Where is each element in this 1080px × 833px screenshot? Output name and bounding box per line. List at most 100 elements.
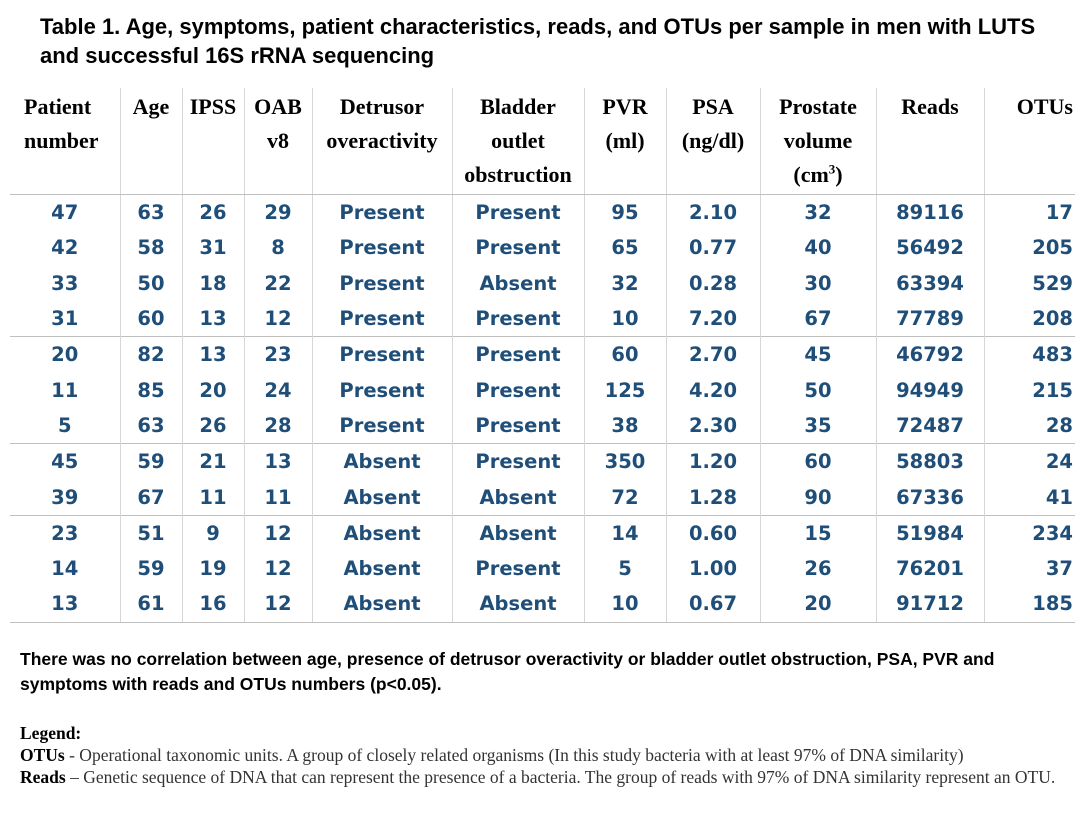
cell-patient-number: 23 (10, 514, 121, 551)
cell-psa: 0.60 (666, 514, 761, 551)
cell-age: 51 (120, 514, 183, 551)
cell-reads: 72487 (876, 407, 985, 444)
cell-prostate-volume: 60 (760, 443, 877, 480)
cell-oab-v8: 13 (244, 443, 313, 480)
cell-detrusor-overactivity: Absent (312, 479, 453, 516)
cell-pvr: 5 (584, 550, 667, 587)
legend-otus-text: - Operational taxonomic units. A group o… (64, 745, 964, 765)
cell-reads: 94949 (876, 372, 985, 408)
cell-pvr: 72 (584, 479, 667, 516)
cell-bladder-outlet-obstruction: Present (452, 443, 585, 480)
cell-prostate-volume: 32 (760, 194, 877, 231)
cell-patient-number: 11 (10, 372, 121, 408)
cell-otus: 208 (1032, 307, 1073, 331)
cell-prostate-volume: 20 (760, 586, 877, 623)
cell-pvr: 125 (584, 372, 667, 408)
cell-prostate-volume: 30 (760, 265, 877, 301)
header-bladder-outlet-obstruction: Bladder outlet obstruction (452, 88, 585, 195)
cell-oab-v8: 8 (244, 230, 313, 266)
cell-pvr: 95 (584, 194, 667, 231)
cell-reads: 67336 (876, 479, 985, 516)
cell-bladder-outlet-obstruction: Present (452, 372, 585, 408)
cell-age: 63 (120, 407, 183, 444)
cell-oab-v8: 23 (244, 336, 313, 373)
cell-psa: 0.67 (666, 586, 761, 623)
cell-psa: 0.28 (666, 265, 761, 301)
cell-otus: 41 (1045, 485, 1073, 509)
cell-otus: 234 (984, 514, 1075, 551)
table-row: 13 61 16 12 Absent Absent 10 0.67 20 91712 185 (10, 586, 1075, 623)
cell-ipss: 13 (182, 336, 245, 373)
cell-bladder-outlet-obstruction: Present (452, 300, 585, 337)
cell-psa: 1.28 (666, 479, 761, 516)
cell-ipss: 13 (182, 300, 245, 337)
cell-reads: 91712 (876, 586, 985, 623)
cell-age: 50 (120, 265, 183, 301)
cell-bladder-outlet-obstruction: Present (452, 336, 585, 373)
cell-psa: 2.10 (666, 194, 761, 231)
cell-bladder-outlet-obstruction: Present (452, 230, 585, 266)
header-age: Age (120, 88, 183, 195)
table-row: 33 50 18 22 Present Absent 32 0.28 30 63394 529 (10, 265, 1075, 301)
cell-patient-number: 33 (10, 265, 121, 301)
table-title: Table 1. Age, symptoms, patient characte… (40, 14, 1036, 68)
cell-detrusor-overactivity: Absent (312, 550, 453, 587)
cell-patient-number: 20 (10, 336, 121, 373)
cell-psa: 2.30 (666, 407, 761, 444)
cell-oab-v8: 12 (244, 550, 313, 587)
cell-otus: 483 (984, 336, 1075, 373)
cell-pvr: 10 (584, 586, 667, 623)
cell-bladder-outlet-obstruction: Absent (452, 586, 585, 623)
legend: Legend: OTUs - Operational taxonomic uni… (20, 722, 1078, 788)
cell-psa: 2.70 (666, 336, 761, 373)
cell-reads: 51984 (876, 514, 985, 551)
cell-otus: 28 (1045, 413, 1073, 437)
cell-oab-v8: 11 (244, 479, 313, 516)
cell-oab-v8: 12 (244, 300, 313, 337)
header-prostate-volume-unit: (cm3) (793, 161, 843, 187)
cell-bladder-outlet-obstruction: Absent (452, 514, 585, 551)
cell-detrusor-overactivity: Absent (312, 586, 453, 623)
cell-bladder-outlet-obstruction: Absent (452, 479, 585, 516)
header-otus: OTUs (984, 88, 1075, 195)
cell-ipss: 9 (182, 514, 245, 551)
cell-age: 85 (120, 372, 183, 408)
legend-reads: Reads – Genetic sequence of DNA that can… (20, 766, 1078, 788)
cell-bladder-outlet-obstruction: Present (452, 407, 585, 444)
cell-bladder-outlet-obstruction: Present (452, 194, 585, 231)
cell-detrusor-overactivity: Present (312, 265, 453, 301)
cell-psa: 1.20 (666, 443, 761, 480)
cell-detrusor-overactivity: Absent (312, 443, 453, 480)
cell-prostate-volume: 15 (760, 514, 877, 551)
cell-oab-v8: 29 (244, 194, 313, 231)
cell-detrusor-overactivity: Present (312, 336, 453, 373)
cell-ipss: 11 (182, 479, 245, 516)
cell-detrusor-overactivity: Present (312, 372, 453, 408)
cell-detrusor-overactivity: Present (312, 230, 453, 266)
cell-prostate-volume: 90 (760, 479, 877, 516)
table-row: 11 85 20 24 Present Present 125 4.20 50 94949 215 (10, 372, 1075, 408)
cell-oab-v8: 12 (244, 514, 313, 551)
header-oab-v8: OAB v8 (244, 88, 313, 195)
cell-detrusor-overactivity: Present (312, 407, 453, 444)
cell-age: 59 (120, 443, 183, 480)
cell-otus: 185 (984, 586, 1075, 623)
cell-patient-number: 31 (10, 300, 121, 337)
results-table: Patient number Age IPSS OAB v8 Detrusor … (10, 88, 1075, 623)
cell-patient-number: 42 (10, 230, 121, 266)
table-row: 31 60 13 12 Present Present 10 7.20 67 77789 208 (10, 300, 1075, 337)
cell-patient-number: 14 (10, 550, 121, 587)
cell-pvr: 65 (584, 230, 667, 266)
cell-pvr: 32 (584, 265, 667, 301)
cell-psa: 4.20 (666, 372, 761, 408)
cell-ipss: 16 (182, 586, 245, 623)
table-body: 47 63 26 29 Present Present 95 2.10 32 89116 17 42 5… (10, 194, 1075, 623)
header-psa: PSA (ng/dl) (666, 88, 761, 195)
cell-reads: 63394 (876, 265, 985, 301)
cell-oab-v8: 24 (244, 372, 313, 408)
cell-prostate-volume: 45 (760, 336, 877, 373)
cell-detrusor-overactivity: Present (312, 194, 453, 231)
cell-otus: 17 (984, 194, 1075, 231)
cell-ipss: 26 (182, 407, 245, 444)
cell-patient-number: 47 (10, 194, 121, 231)
